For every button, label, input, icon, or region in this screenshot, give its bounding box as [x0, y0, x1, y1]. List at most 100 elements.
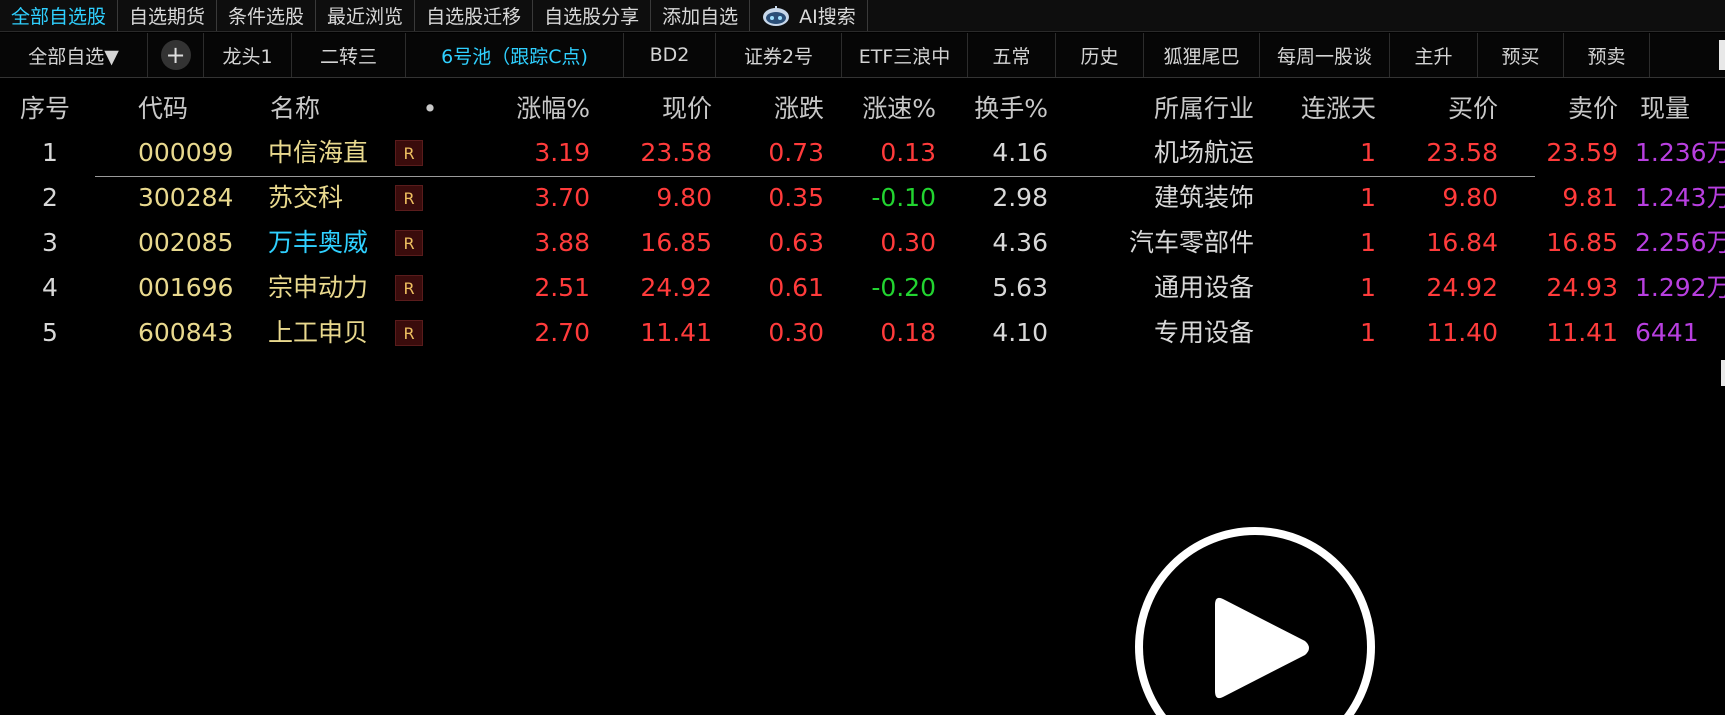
header-ask[interactable]: 卖价 [1567, 94, 1618, 123]
header-dot[interactable]: • [422, 94, 438, 123]
cell-volume: 1.236万 [1635, 138, 1725, 167]
r-badge[interactable]: R [395, 230, 423, 256]
cell-bid: 16.84 [1426, 228, 1498, 257]
cell-industry: 专用设备 [1153, 318, 1254, 347]
table-row[interactable]: 5 600843 上工申贝 R 2.70 11.41 0.30 0.18 4.1… [0, 310, 1725, 355]
menu-recent-browse[interactable]: 最近浏览 [316, 0, 416, 31]
cell-name[interactable]: 中信海直 [268, 138, 369, 167]
cell-name[interactable]: 宗申动力 [268, 273, 369, 302]
cell-price: 9.80 [656, 183, 712, 212]
table-row[interactable]: 4 001696 宗申动力 R 2.51 24.92 0.61 -0.20 5.… [0, 265, 1725, 310]
tab-pre-sell[interactable]: 预卖 [1564, 33, 1650, 77]
r-badge[interactable]: R [395, 275, 423, 301]
cell-bid: 9.80 [1442, 183, 1498, 212]
cell-price: 24.92 [640, 273, 712, 302]
scrollbar-thumb-lower[interactable] [1721, 360, 1725, 386]
cell-price: 23.58 [640, 138, 712, 167]
cell-turnover: 4.10 [992, 318, 1048, 347]
tab-bd2[interactable]: BD2 [624, 33, 716, 77]
tab-longtou1[interactable]: 龙头1 [204, 33, 292, 77]
all-watch-dropdown[interactable]: 全部自选▼ [0, 33, 148, 77]
tab-weekly-talk[interactable]: 每周一股谈 [1260, 33, 1390, 77]
header-change-pct[interactable]: 涨幅% [516, 94, 590, 123]
table-row[interactable]: 2 300284 苏交科 R 3.70 9.80 0.35 -0.10 2.98… [0, 175, 1725, 220]
header-turnover[interactable]: 换手% [974, 94, 1048, 123]
add-group-button[interactable]: + [148, 33, 204, 77]
cell-industry: 建筑装饰 [1153, 183, 1254, 212]
header-up-days[interactable]: 连涨天 [1300, 94, 1376, 123]
menu-watch-futures[interactable]: 自选期货 [118, 0, 218, 31]
r-badge[interactable]: R [395, 320, 423, 346]
menu-all-watchlist[interactable]: 全部自选股 [0, 0, 119, 31]
menu-add-watch[interactable]: 添加自选 [651, 0, 751, 31]
header-bid[interactable]: 买价 [1447, 94, 1498, 123]
cell-ask: 9.81 [1562, 183, 1618, 212]
cell-bid: 23.58 [1426, 138, 1498, 167]
cell-change: 0.30 [768, 318, 824, 347]
cell-up-days: 1 [1360, 228, 1376, 257]
table-row[interactable]: 1 000099 中信海直 R 3.19 23.58 0.73 0.13 4.1… [0, 130, 1725, 175]
tab-etf-wave[interactable]: ETF三浪中 [842, 33, 968, 77]
cell-change-pct: 2.70 [534, 318, 590, 347]
header-change[interactable]: 涨跌 [773, 94, 824, 123]
header-code[interactable]: 代码 [138, 94, 189, 123]
cell-ask: 23.59 [1546, 138, 1618, 167]
cell-speed: 0.13 [880, 138, 936, 167]
cell-index: 1 [42, 138, 58, 167]
plus-icon: + [160, 40, 191, 70]
header-volume[interactable]: 现量 [1640, 94, 1691, 123]
tab-main-rise[interactable]: 主升 [1390, 33, 1478, 77]
cell-ask: 24.93 [1546, 273, 1618, 302]
cell-index: 5 [42, 318, 58, 347]
header-speed[interactable]: 涨速% [862, 94, 936, 123]
tab-history[interactable]: 历史 [1056, 33, 1144, 77]
header-index[interactable]: 序号 [20, 94, 71, 123]
cell-volume: 6441 [1635, 318, 1699, 347]
tab-securities2[interactable]: 证券2号 [716, 33, 842, 77]
ai-search-label: AI搜索 [799, 6, 856, 28]
tab-pre-buy[interactable]: 预买 [1478, 33, 1564, 77]
stock-table: 序号 代码 名称 • 涨幅% 现价 涨跌 涨速% 换手% 所属行业 连涨天 买价… [0, 88, 1725, 355]
tab-fox-tail[interactable]: 狐狸尾巴 [1144, 33, 1260, 77]
cell-price: 16.85 [640, 228, 712, 257]
header-name[interactable]: 名称 [270, 94, 321, 123]
cell-speed: -0.10 [871, 183, 936, 212]
watchlist-tab-bar: 全部自选▼ + 龙头1 二转三 6号池（跟踪C点) BD2 证券2号 ETF三浪… [0, 33, 1725, 78]
cell-change-pct: 3.19 [534, 138, 590, 167]
cell-up-days: 1 [1360, 138, 1376, 167]
menu-watchlist-share[interactable]: 自选股分享 [533, 0, 652, 31]
header-price[interactable]: 现价 [661, 94, 712, 123]
table-row[interactable]: 3 002085 万丰奥威 R 3.88 16.85 0.63 0.30 4.3… [0, 220, 1725, 265]
play-icon[interactable] [1135, 527, 1375, 715]
cell-up-days: 1 [1360, 183, 1376, 212]
r-badge[interactable]: R [395, 140, 423, 166]
r-badge[interactable]: R [395, 185, 423, 211]
cell-code: 001696 [138, 273, 234, 302]
menu-ai-search[interactable]: AI搜索 [750, 0, 868, 31]
top-menu-bar: 全部自选股 自选期货 条件选股 最近浏览 自选股迁移 自选股分享 添加自选 AI… [0, 0, 1725, 32]
cell-name[interactable]: 万丰奥威 [268, 228, 369, 257]
cell-up-days: 1 [1360, 273, 1376, 302]
cell-bid: 24.92 [1426, 273, 1498, 302]
menu-watchlist-migrate[interactable]: 自选股迁移 [415, 0, 534, 31]
cell-change: 0.61 [768, 273, 824, 302]
scrollbar-thumb[interactable] [1719, 40, 1725, 70]
cell-change: 0.35 [768, 183, 824, 212]
header-industry[interactable]: 所属行业 [1153, 94, 1254, 123]
menu-condition-select[interactable]: 条件选股 [217, 0, 317, 31]
cell-name[interactable]: 上工申贝 [268, 318, 369, 347]
cell-industry: 汽车零部件 [1128, 228, 1254, 257]
cell-name[interactable]: 苏交科 [268, 183, 344, 212]
tab-wuchang[interactable]: 五常 [968, 33, 1056, 77]
cell-turnover: 4.36 [992, 228, 1048, 257]
cell-industry: 机场航运 [1153, 138, 1254, 167]
tab-erzhuansan[interactable]: 二转三 [292, 33, 406, 77]
cell-speed: 0.30 [880, 228, 936, 257]
robot-icon [761, 5, 791, 27]
cell-index: 3 [42, 228, 58, 257]
cell-code: 600843 [138, 318, 234, 347]
tab-pool6[interactable]: 6号池（跟踪C点) [406, 33, 624, 77]
cell-industry: 通用设备 [1153, 273, 1254, 302]
cell-change: 0.73 [768, 138, 824, 167]
